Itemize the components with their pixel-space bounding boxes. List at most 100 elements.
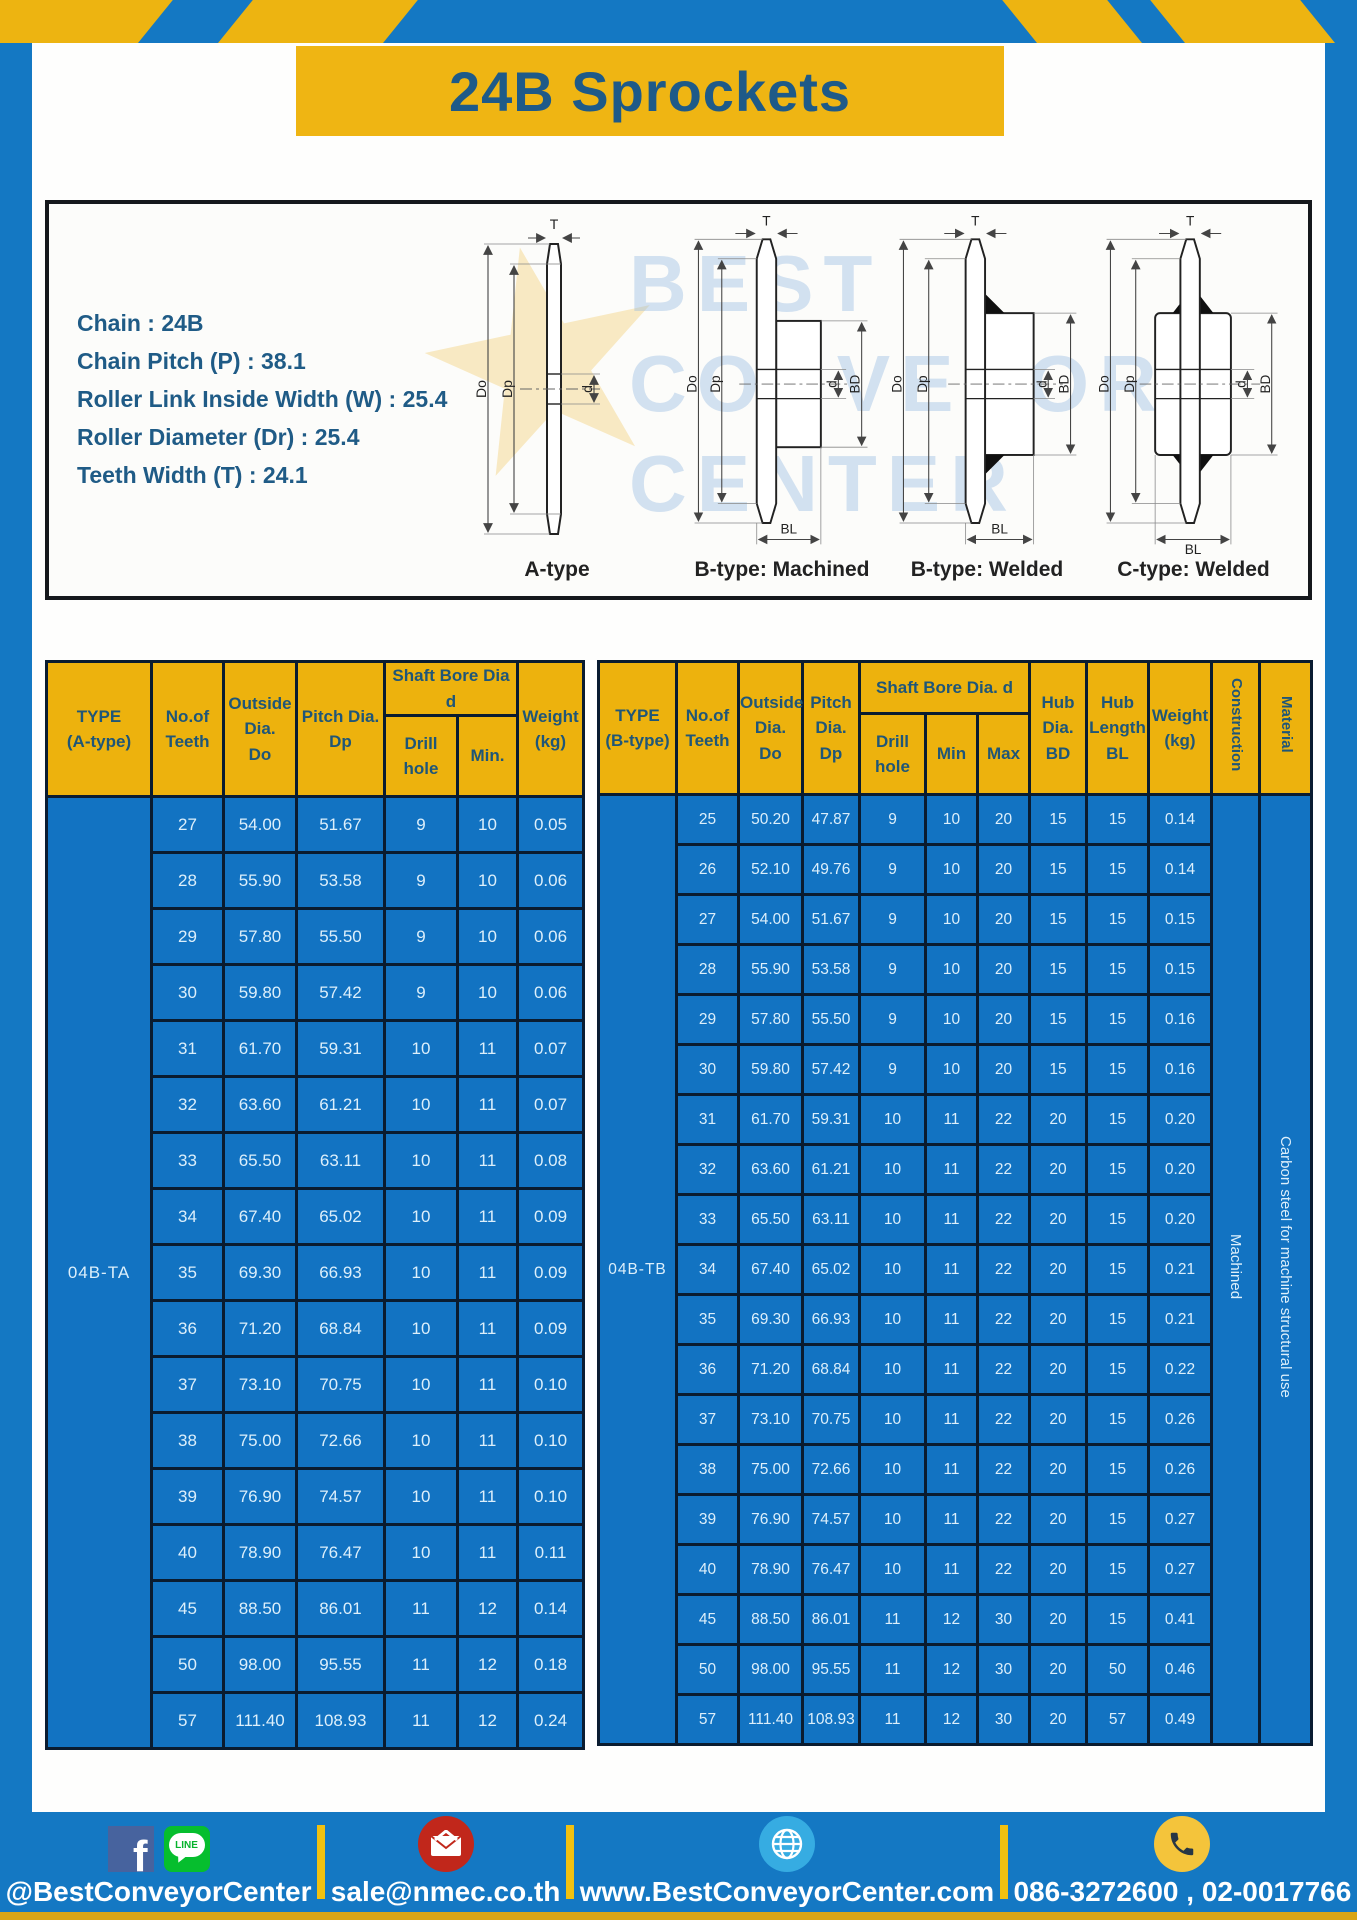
cell: 12 bbox=[456, 1691, 519, 1750]
table-row: 50 98.00 95.55 11 12 30 20 50 0.46 bbox=[599, 1643, 1312, 1696]
cell: 15 bbox=[1028, 943, 1088, 996]
header-weight-a: Weight (kg) bbox=[516, 660, 585, 798]
cell: 71.20 bbox=[222, 1299, 298, 1358]
cell: 36 bbox=[150, 1299, 225, 1358]
construction-value: Machined bbox=[1210, 793, 1261, 1746]
cell: 20 bbox=[976, 993, 1031, 1046]
cell: 47.87 bbox=[801, 793, 861, 846]
cell: 61.70 bbox=[737, 1093, 804, 1146]
hazard-stripe bbox=[0, 0, 178, 43]
table-row: 33 65.50 63.11 10 11 22 20 15 0.20 bbox=[599, 1193, 1312, 1246]
cell: 0.20 bbox=[1147, 1093, 1213, 1146]
website-text: www.BestConveyorCenter.com bbox=[579, 1876, 995, 1907]
dim-label-do: Do bbox=[685, 375, 700, 392]
table-row: 30 59.80 57.42 9 10 20 15 15 0.16 bbox=[599, 1043, 1312, 1096]
cell: 59.31 bbox=[295, 1019, 386, 1078]
table-row: 31 61.70 59.31 10 11 22 20 15 0.20 bbox=[599, 1093, 1312, 1146]
cell: 20 bbox=[1028, 1193, 1088, 1246]
header-material-b: Material bbox=[1258, 660, 1313, 796]
cell: 22 bbox=[976, 1243, 1031, 1296]
footer-bar: f LINE @BestConveyorCenter sale@nmec.co.… bbox=[0, 1812, 1357, 1912]
footer-email-group: sale@nmec.co.th bbox=[331, 1816, 560, 1908]
cell: 11 bbox=[924, 1493, 979, 1546]
dim-label-t: T bbox=[550, 216, 559, 232]
cell: 37 bbox=[675, 1393, 740, 1446]
dim-label-bd: BD bbox=[848, 374, 863, 393]
dim-label-bl: BL bbox=[1184, 542, 1201, 556]
cell: 0.14 bbox=[1147, 843, 1213, 896]
dim-label-d: d bbox=[1233, 380, 1248, 388]
cell: 0.09 bbox=[516, 1243, 585, 1302]
cell: 15 bbox=[1085, 1343, 1150, 1396]
c-type-welded-diagram: T Do Dp d BD BL C-type: Welded bbox=[1091, 216, 1296, 582]
b-type-welded-diagram: T Do Dp d BD BL B-type: Welded bbox=[887, 216, 1087, 582]
cell: 10 bbox=[858, 1493, 927, 1546]
cell: 0.15 bbox=[1147, 943, 1213, 996]
cell: 63.60 bbox=[222, 1075, 298, 1134]
table-row: 30 59.80 57.42 9 10 0.06 bbox=[47, 963, 585, 1022]
cell: 10 bbox=[383, 1355, 459, 1414]
table-row: 04B-TA 27 54.00 51.67 9 10 0.05 bbox=[45, 795, 585, 1750]
cell: 10 bbox=[858, 1143, 927, 1196]
cell: 11 bbox=[924, 1093, 979, 1146]
cell: 0.08 bbox=[516, 1131, 585, 1190]
hazard-stripe bbox=[212, 0, 423, 43]
cell: 22 bbox=[976, 1443, 1031, 1496]
dim-label-bd: BD bbox=[1257, 374, 1272, 393]
cell: 20 bbox=[1028, 1443, 1088, 1496]
cell: 9 bbox=[858, 793, 927, 846]
cell: 11 bbox=[924, 1193, 979, 1246]
diagram-caption-a: A-type bbox=[524, 558, 590, 581]
cell: 0.26 bbox=[1147, 1443, 1213, 1496]
diagram-caption-c-welded: C-type: Welded bbox=[1117, 558, 1270, 581]
cell: 11 bbox=[383, 1579, 459, 1638]
cell: 12 bbox=[456, 1635, 519, 1694]
cell: 10 bbox=[456, 851, 519, 910]
cell: 65.02 bbox=[801, 1243, 861, 1296]
cell: 40 bbox=[675, 1543, 740, 1596]
footer-divider bbox=[566, 1825, 575, 1899]
cell: 9 bbox=[858, 993, 927, 1046]
cell: 20 bbox=[1028, 1693, 1088, 1746]
table-row: 33 65.50 63.11 10 11 0.08 bbox=[47, 1131, 585, 1190]
cell: 15 bbox=[1085, 1493, 1150, 1546]
header-drill-b: Drill hole bbox=[858, 712, 927, 796]
cell: 27 bbox=[150, 795, 225, 854]
cell: 0.24 bbox=[516, 1691, 585, 1750]
top-hazard-bar bbox=[0, 0, 1357, 43]
cell: 55.90 bbox=[222, 851, 298, 910]
table-row: 35 69.30 66.93 10 11 22 20 15 0.21 bbox=[599, 1293, 1312, 1346]
cell: 11 bbox=[456, 1411, 519, 1470]
dim-label-do: Do bbox=[890, 375, 905, 392]
cell: 28 bbox=[675, 943, 740, 996]
cell: 57.42 bbox=[801, 1043, 861, 1096]
table-row: 36 71.20 68.84 10 11 22 20 15 0.22 bbox=[599, 1343, 1312, 1396]
cell: 12 bbox=[924, 1593, 979, 1646]
cell: 30 bbox=[675, 1043, 740, 1096]
footer-phone-group: 086-3272600 , 02-0017766 bbox=[1013, 1816, 1351, 1908]
footer-divider bbox=[317, 1825, 326, 1899]
cell: 51.67 bbox=[801, 893, 861, 946]
cell: 10 bbox=[858, 1343, 927, 1396]
cell: 11 bbox=[858, 1643, 927, 1696]
cell: 9 bbox=[858, 893, 927, 946]
cell: 29 bbox=[150, 907, 225, 966]
b-table-body: 04B-TB 25 50.20 47.87 9 10 20 15 15 0.14 Machined C… bbox=[597, 793, 1313, 1746]
a-type-diagram: T Do Dp d A-type bbox=[457, 216, 657, 582]
footer-website-group: www.BestConveyorCenter.com bbox=[580, 1816, 994, 1908]
table-row: 38 75.00 72.66 10 11 0.10 bbox=[47, 1411, 585, 1470]
cell: 63.11 bbox=[295, 1131, 386, 1190]
dim-label-t: T bbox=[971, 216, 979, 229]
table-row: 38 75.00 72.66 10 11 22 20 15 0.26 bbox=[599, 1443, 1312, 1496]
cell: 11 bbox=[858, 1593, 927, 1646]
cell: 69.30 bbox=[737, 1293, 804, 1346]
cell: 33 bbox=[675, 1193, 740, 1246]
cell: 108.93 bbox=[295, 1691, 386, 1750]
dim-label-do: Do bbox=[1096, 375, 1111, 392]
cell: 15 bbox=[1085, 1093, 1150, 1146]
facebook-icon: f bbox=[107, 1826, 154, 1872]
cell: 73.10 bbox=[222, 1355, 298, 1414]
cell: 111.40 bbox=[737, 1693, 804, 1746]
cell: 54.00 bbox=[737, 893, 804, 946]
cell: 57.80 bbox=[222, 907, 298, 966]
